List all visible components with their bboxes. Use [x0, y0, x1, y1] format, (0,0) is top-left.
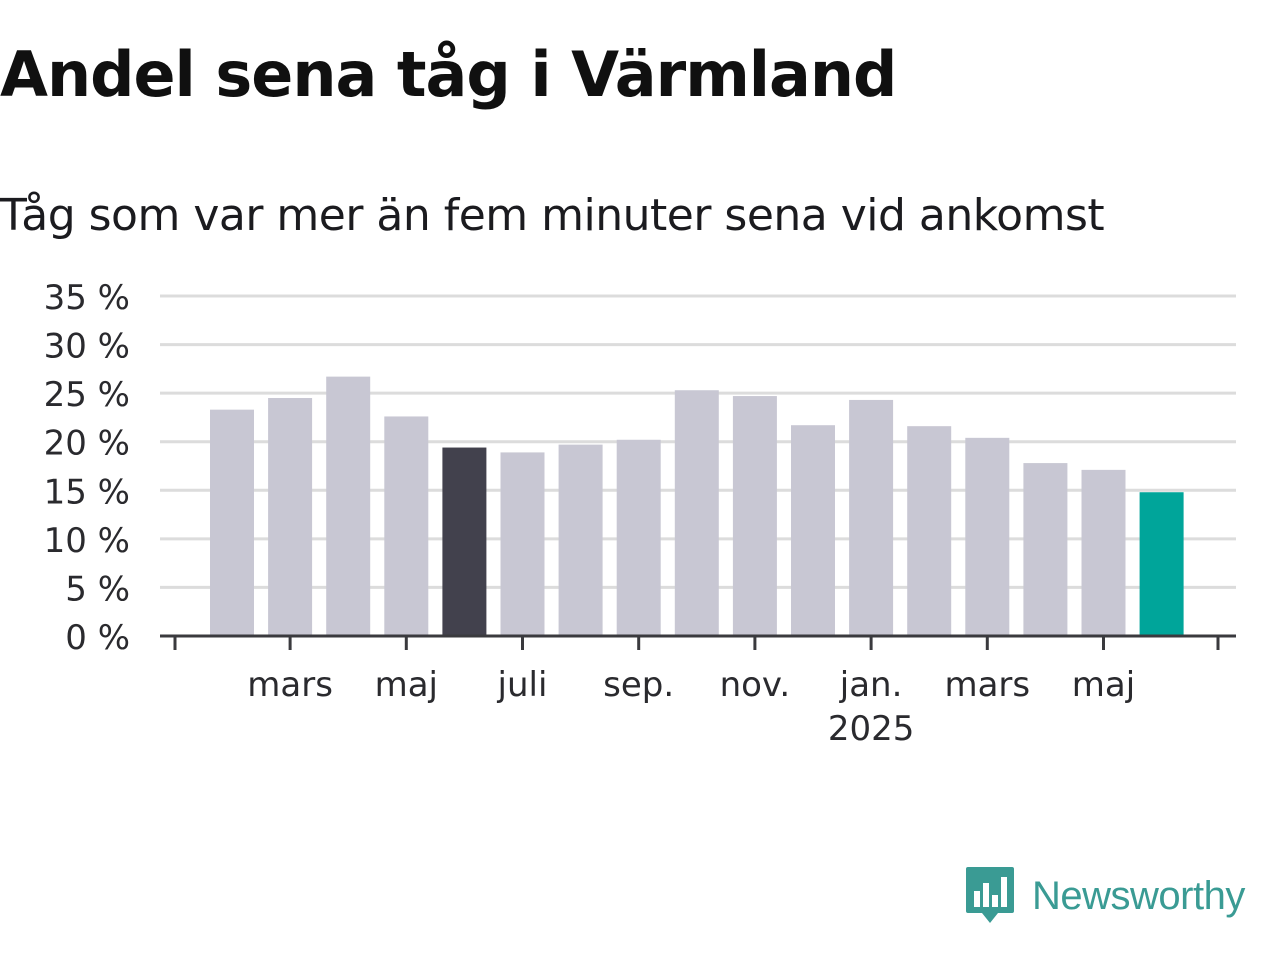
newsworthy-logo-icon: [966, 867, 1014, 923]
y-tick-label: 10 %: [44, 521, 130, 561]
bar: [558, 444, 603, 636]
bar: [268, 398, 313, 636]
x-tick-year-label: 2025: [828, 709, 915, 749]
bar: [1081, 469, 1126, 636]
bar: [500, 452, 545, 636]
x-tick-label: sep.: [603, 665, 674, 705]
y-tick-label: 30 %: [44, 327, 130, 367]
y-tick-label: 0 %: [65, 618, 130, 658]
y-tick-label: 5 %: [65, 569, 130, 609]
x-tick-label: juli: [497, 665, 548, 705]
bar: [1139, 492, 1184, 636]
x-tick-label: jan.: [839, 665, 903, 705]
x-tick-label: nov.: [720, 665, 791, 705]
x-tick-label: mars: [944, 665, 1030, 705]
y-tick-label: 15 %: [44, 472, 130, 512]
x-tick-label: maj: [375, 665, 438, 705]
bar: [732, 396, 777, 636]
y-tick-label: 25 %: [44, 375, 130, 415]
bar: [210, 409, 254, 636]
chart-title: Andel sena tåg i Värmland: [0, 38, 897, 111]
bar: [674, 390, 719, 636]
bar: [791, 425, 835, 636]
bar: [849, 399, 894, 636]
chart-subtitle: Tåg som var mer än fem minuter sena vid …: [0, 190, 1105, 241]
bar: [616, 439, 661, 636]
x-tick-label: mars: [247, 665, 333, 705]
bar: [326, 376, 371, 636]
bar: [1023, 463, 1068, 636]
brand: Newsworthy: [964, 864, 1245, 928]
y-tick-label: 35 %: [44, 278, 130, 318]
bar: [384, 416, 429, 636]
bar-chart: 0 % 5 % 10 % 15 % 20 % 25 % 30 % 35 % mars maj jul…: [44, 278, 1236, 749]
bar: [907, 426, 952, 636]
y-tick-label: 20 %: [44, 424, 130, 464]
bar: [442, 447, 487, 636]
brand-name: Newsworthy: [1032, 873, 1245, 918]
x-tick-label: maj: [1072, 665, 1135, 705]
bar: [965, 437, 1010, 636]
